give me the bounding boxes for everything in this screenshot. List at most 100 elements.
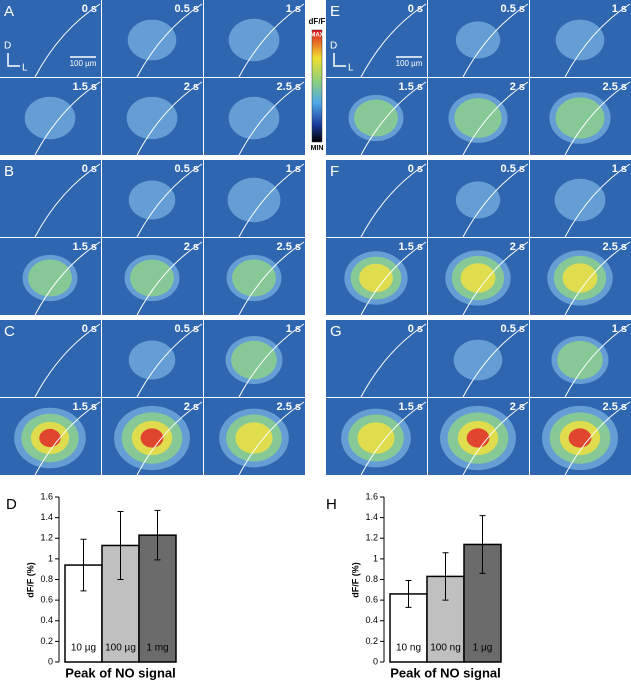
tissue-outline [564,81,631,156]
tissue-outline [238,323,305,398]
panel-label: C [4,323,15,340]
time-label: 2 s [510,401,525,413]
tissue-outline [360,401,427,476]
error-bar [117,510,124,580]
tissue-outline [462,81,529,156]
time-label: 1 s [286,163,301,175]
signal-region [453,339,503,381]
colorbar-max: MAX [310,33,323,39]
y-tick-label: 0.6 [365,595,378,605]
tissue-outline [462,3,529,78]
signal-region [232,259,276,297]
signal-region [126,96,178,140]
y-tick-label: 0.4 [40,615,53,625]
tissue-outline [238,401,305,476]
panel-label: G [330,323,342,340]
y-axis-label: dF/F (%) [350,562,360,598]
time-label: 1.5 s [399,401,423,413]
signal-region [128,180,176,220]
signal-region [555,97,605,139]
signal-region [228,18,280,62]
time-label: 0.5 s [175,163,199,175]
y-tick-label: 1.2 [40,533,53,543]
image-cell [0,0,101,77]
scale-bar-label: 100 µm [396,59,423,68]
tissue-outline [34,3,101,78]
x-axis-label: Peak of NO signal [390,665,501,680]
time-label: 2 s [184,81,199,93]
time-label: 2.5 s [603,401,627,413]
error-bar [405,580,412,608]
image-cell [326,320,427,397]
signal-region [127,19,177,61]
category-label: 1 mg [146,643,168,654]
signal-region [455,181,501,219]
signal-region [140,428,164,448]
tissue-outline [136,401,203,476]
time-label: 0.5 s [501,163,525,175]
tissue-outline [564,163,631,238]
signal-region [39,428,61,448]
time-label: 2.5 s [603,241,627,253]
time-label: 0.5 s [501,323,525,335]
time-label: 1 s [612,3,627,15]
tissue-outline [462,163,529,238]
y-tick-label: 1.4 [365,512,378,522]
tissue-outline [238,241,305,316]
image-cell [0,160,101,237]
time-label: 0 s [82,323,97,335]
time-label: 2 s [510,81,525,93]
time-label: 1 s [612,163,627,175]
tissue-outline [238,81,305,156]
signal-region [460,263,496,293]
signal-region [455,21,501,59]
scale-dorsal: D [4,41,11,52]
signal-region [357,422,395,454]
tissue-outline [34,241,101,316]
error-bar [442,552,449,601]
y-tick-label: 0.8 [365,574,378,584]
signal-region [562,263,598,293]
y-tick-label: 0.6 [40,595,53,605]
y-tick-label: 0.2 [365,636,378,646]
tissue-outline [238,163,305,238]
signal-region [568,428,592,448]
colorbar [311,29,323,143]
time-label: 0.5 s [175,3,199,15]
image-cell [0,320,101,397]
signal-region [227,177,281,223]
time-label: 1 s [286,323,301,335]
time-label: 1.5 s [73,401,97,413]
image-cell [326,0,427,77]
signal-region [554,178,606,222]
time-label: 1.5 s [399,81,423,93]
category-label: 100 ng [430,643,461,654]
y-tick-label: 0 [373,656,378,666]
tissue-outline [564,241,631,316]
y-tick-label: 1.2 [365,533,378,543]
signal-region [28,259,72,297]
orientation-mark [333,53,346,67]
y-tick-label: 0.8 [40,574,53,584]
signal-region [235,422,273,454]
tissue-outline [360,81,427,156]
panel-label: F [330,163,339,180]
time-label: 2 s [184,401,199,413]
y-axis-label: dF/F (%) [25,562,35,598]
time-label: 0 s [408,3,423,15]
signal-region [454,98,502,138]
time-label: 1.5 s [399,241,423,253]
y-tick-label: 1 [373,553,378,563]
time-label: 1 s [286,3,301,15]
signal-region [359,263,393,293]
tissue-outline [564,3,631,78]
signal-region [354,99,398,137]
time-label: 0.5 s [501,3,525,15]
category-label: 10 µg [71,643,96,654]
signal-region [128,340,176,380]
time-label: 0 s [408,323,423,335]
time-label: 2 s [510,241,525,253]
panel-label: B [4,163,14,180]
error-bar [479,515,486,574]
